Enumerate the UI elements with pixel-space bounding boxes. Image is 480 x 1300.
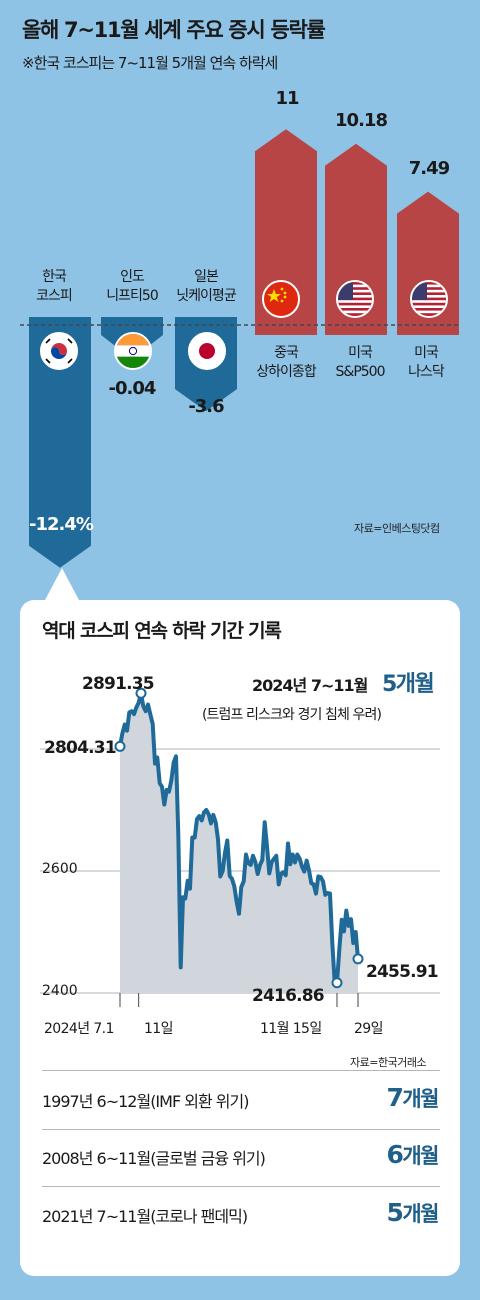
value-label-nikkei: -3.6: [188, 396, 224, 417]
india-flag-icon: [114, 332, 152, 370]
record-period: 1997년 6~12월(IMF 외환 위기): [42, 1092, 249, 1111]
record-value: 6개월: [386, 1140, 439, 1169]
x-label-29: 29일: [354, 1021, 384, 1037]
x-label-nov15: 11월 15일: [260, 1021, 322, 1037]
x-label-start: 2024년 7.1: [44, 1021, 114, 1037]
page-title: 올해 7~11월 세계 주요 증시 등락률: [22, 18, 326, 42]
value-label-nasdaq: 7.49: [408, 158, 450, 179]
label-nikkei: 일본 닛케이평균: [176, 269, 236, 304]
record-value: 5개월: [386, 1198, 439, 1227]
value-label-kospi: -12.4%: [29, 514, 94, 535]
marker-dots: [114, 687, 364, 989]
period-note: (트럼프 리스크와 경기 침체 우려): [202, 707, 382, 723]
record-period: 2021년 7~11월(코로나 팬데믹): [42, 1207, 248, 1226]
page-subtitle: ※한국 코스피는 7~11월 5개월 연속 하락세: [22, 54, 278, 72]
kospi-area: [120, 693, 358, 993]
china-flag-icon: [262, 280, 300, 318]
label-kospi: 한국 코스피: [36, 269, 73, 304]
kospi-line: [118, 691, 360, 985]
low-dot: [331, 977, 343, 989]
end-value-label: 2455.91: [366, 962, 439, 982]
start-dot: [114, 740, 126, 752]
peak-value-label: 2891.35: [82, 674, 155, 694]
low-value-label: 2416.86: [252, 986, 325, 1006]
start-value-label: 2804.31: [44, 738, 117, 758]
peak-dot: [135, 687, 147, 699]
y-tick-2400: 2400: [42, 983, 78, 999]
label-sp500: 미국 S&P500: [335, 345, 386, 380]
record-period: 2008년 6~11월(글로벌 금융 위기): [42, 1149, 266, 1168]
x-ticks: [119, 993, 359, 1007]
value-label-sp500: 10.18: [335, 110, 388, 131]
japan-flag-icon: [188, 332, 226, 370]
top-chart-source: 자료=인베스팅닷컴: [354, 522, 440, 535]
bar-0: [29, 317, 91, 568]
end-dot: [352, 953, 364, 965]
value-label-shanghai: 11: [275, 88, 299, 109]
y-tick-2600: 2600: [42, 861, 78, 877]
period-label: 2024년 7~11월: [252, 676, 368, 695]
record-row: 2008년 6~11월(글로벌 금융 위기) 6개월: [42, 1128, 440, 1187]
bottom-chart-source: 자료=한국거래소: [350, 1056, 427, 1069]
x-label-11: 11일: [144, 1021, 174, 1037]
label-nifty: 인도 니프티50: [106, 269, 158, 304]
period-value: 5개월: [382, 672, 435, 697]
usa-flag-icon: [336, 280, 374, 318]
card-pointer: [44, 568, 80, 602]
usa-flag-icon-2: [410, 280, 448, 318]
record-value: 7개월: [386, 1083, 439, 1112]
record-row: 1997년 6~12월(IMF 외환 위기) 7개월: [42, 1070, 440, 1130]
card-title: 역대 코스피 연속 하락 기간 기록: [42, 620, 282, 642]
value-label-nifty: -0.04: [108, 378, 157, 399]
label-nasdaq: 미국 나스닥: [408, 345, 445, 380]
label-shanghai: 중국 상하이종합: [256, 345, 316, 380]
record-row: 2021년 7~11월(코로나 팬데믹) 5개월: [42, 1186, 440, 1244]
korea-flag-icon: [40, 332, 78, 370]
